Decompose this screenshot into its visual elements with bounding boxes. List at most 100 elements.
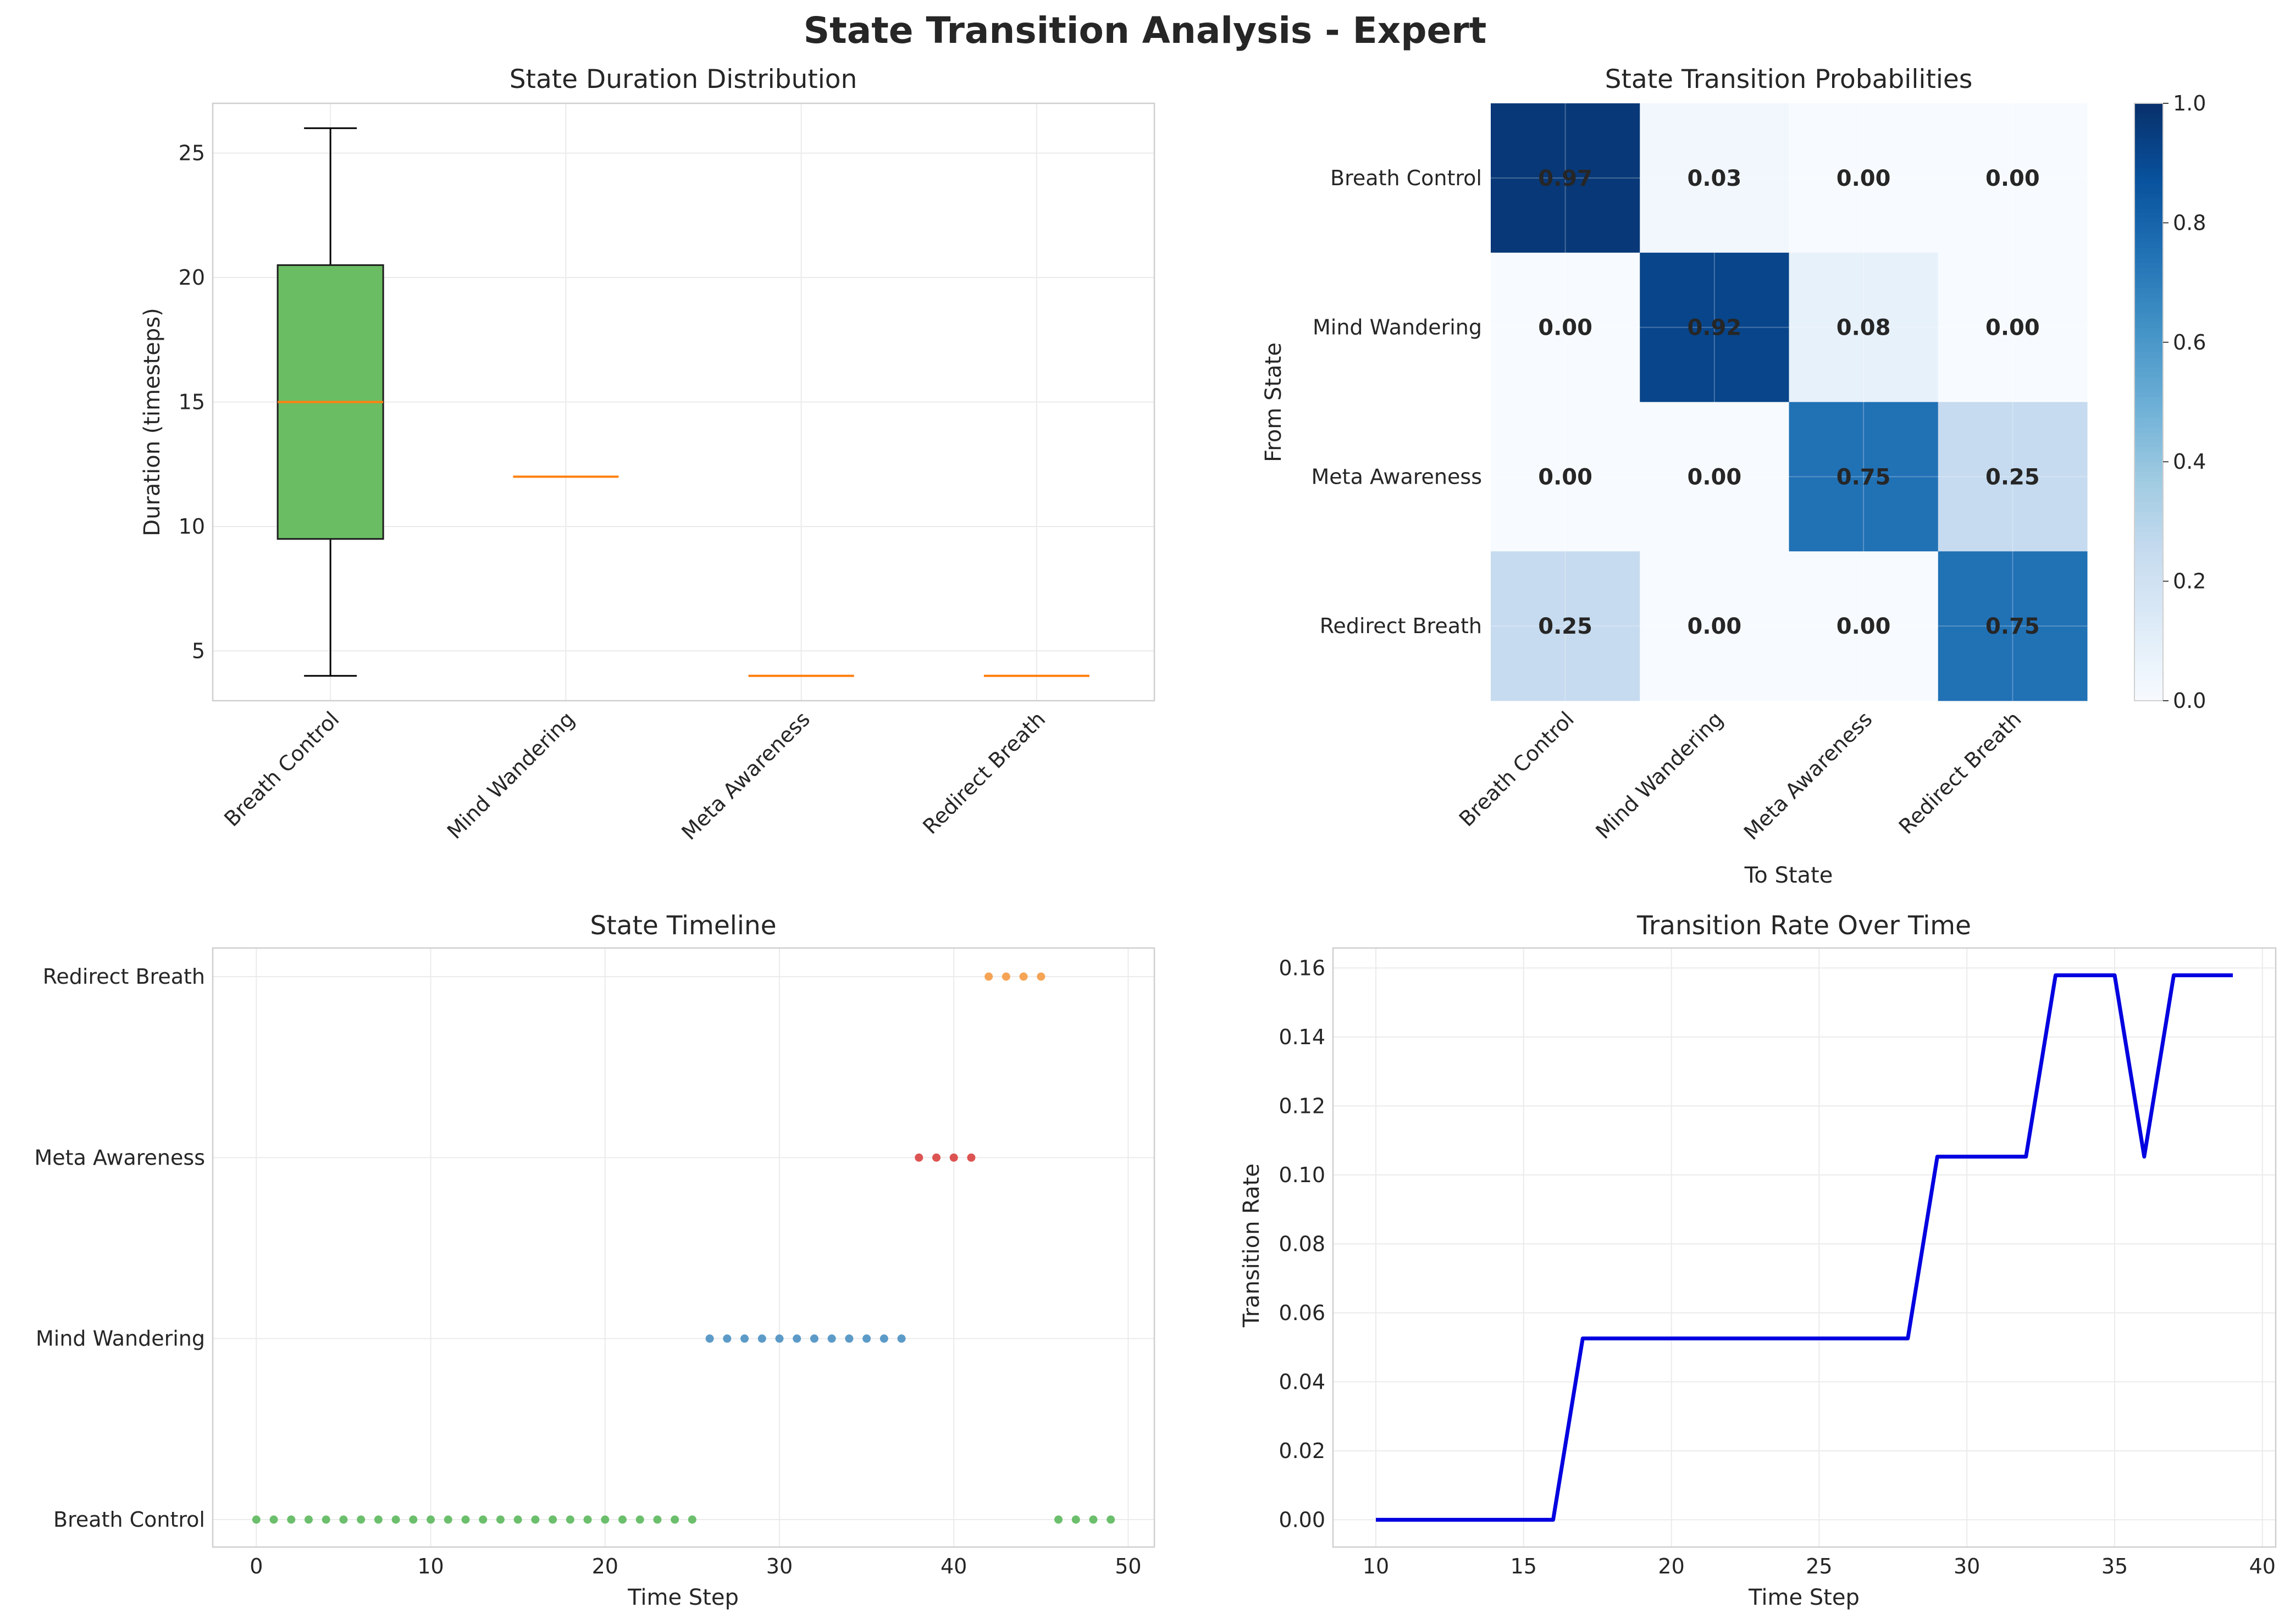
timeline-point <box>583 1515 592 1524</box>
timeline-point <box>635 1515 644 1524</box>
colorbar-segment <box>2134 242 2163 248</box>
ytick-label: 5 <box>192 639 205 663</box>
heatmap-cell <box>1640 551 1789 701</box>
heatmap-cell <box>1640 402 1789 552</box>
heatmap-cell <box>1789 551 1939 701</box>
timeline-point <box>1107 1515 1115 1524</box>
colorbar-segment <box>2134 178 2163 184</box>
timeline-title: State Timeline <box>590 911 776 941</box>
colorbar-segment <box>2134 232 2163 239</box>
colorbar-segment <box>2134 695 2163 701</box>
timeline-point <box>740 1334 749 1343</box>
colorbar-segment <box>2134 228 2163 234</box>
cell-value-label: 0.25 <box>1538 614 1592 639</box>
colorbar-segment <box>2134 113 2163 119</box>
colorbar-segment <box>2134 675 2163 681</box>
colorbar-segment <box>2134 426 2163 433</box>
colorbar-frame <box>2134 103 2164 701</box>
timeline-point <box>810 1334 818 1343</box>
colorbar-segment <box>2134 656 2163 662</box>
cell-value-label: 0.97 <box>1538 166 1592 191</box>
col-label: Meta Awareness <box>1739 707 1877 845</box>
colorbar-segment <box>2134 491 2163 497</box>
rate-xlabel: Time Step <box>1748 1585 1860 1610</box>
colorbar-segment <box>2134 257 2163 263</box>
colorbar-segment <box>2134 267 2163 273</box>
colorbar-segment <box>2134 213 2163 218</box>
timeline-point <box>444 1515 452 1524</box>
heatmap-cell <box>1938 103 2088 253</box>
timeline-point <box>1002 972 1010 981</box>
timeline-xlabel: Time Step <box>627 1585 739 1610</box>
timeline-point <box>932 1153 941 1162</box>
timeline-point <box>915 1153 923 1162</box>
xtick-label: 35 <box>2101 1554 2128 1578</box>
colorbar-tick-label: 0.4 <box>2173 450 2206 474</box>
timeline-point <box>252 1515 261 1524</box>
colorbar-segment <box>2134 262 2163 268</box>
colorbar-segment <box>2134 472 2163 477</box>
ytick-label: 15 <box>179 390 205 414</box>
colorbar-segment <box>2134 302 2163 308</box>
colorbar-segment <box>2134 272 2163 278</box>
cell-value-label: 0.00 <box>1985 315 2040 341</box>
ytick-label: 10 <box>179 514 205 539</box>
boxplot-title: State Duration Distribution <box>510 64 858 95</box>
timeline-point <box>862 1334 871 1343</box>
colorbar-tick-label: 0.6 <box>2173 330 2206 354</box>
colorbar-segment <box>2134 467 2163 472</box>
ytick-label: 0.10 <box>1279 1163 1325 1187</box>
timeline-point <box>496 1515 505 1524</box>
colorbar-segment <box>2134 138 2163 144</box>
colorbar-segment <box>2134 223 2163 229</box>
colorbar-segment <box>2134 481 2163 487</box>
colorbar-segment <box>2134 387 2163 392</box>
timeline-point <box>1089 1515 1098 1524</box>
xtick-label: 30 <box>766 1554 793 1578</box>
cell-value-label: 0.75 <box>1837 464 1891 490</box>
colorbar-segment <box>2134 616 2163 622</box>
state-timeline-panel: State Timeline Time Step 0 10 20 30 40 50 Brea… <box>35 911 1155 1610</box>
cell-value-label: 0.00 <box>1837 614 1891 639</box>
heatmap-cell <box>1789 252 1939 402</box>
timeline-point <box>775 1334 784 1343</box>
xtick-label: 15 <box>1511 1554 1537 1578</box>
colorbar-segment <box>2134 441 2163 447</box>
xtick-label: 40 <box>2249 1554 2276 1578</box>
colorbar-segment <box>2134 457 2163 462</box>
colorbar-segment <box>2134 606 2163 612</box>
colorbar-segment <box>2134 586 2163 592</box>
colorbar-segment <box>2134 546 2163 552</box>
cell-value-label: 0.75 <box>1985 614 2040 639</box>
colorbar-segment <box>2134 496 2163 502</box>
colorbar-segment <box>2134 143 2163 149</box>
timeline-point <box>653 1515 662 1524</box>
colorbar-segment <box>2134 362 2163 368</box>
colorbar-segment <box>2134 103 2163 109</box>
ytick-label: 0.16 <box>1279 956 1325 980</box>
cell-value-label: 0.92 <box>1688 315 1742 341</box>
timeline-point <box>391 1515 400 1524</box>
cell-value-label: 0.00 <box>1688 464 1742 490</box>
colorbar-segment <box>2134 431 2163 437</box>
heatmap-cell <box>1938 402 2088 552</box>
colorbar-segment <box>2134 506 2163 512</box>
timeline-point <box>949 1153 958 1162</box>
colorbar-segment <box>2134 690 2163 696</box>
colorbar-segment <box>2134 402 2163 408</box>
plot-frame <box>1332 947 2277 1548</box>
colorbar-segment <box>2134 397 2163 403</box>
colorbar-segment <box>2134 631 2163 636</box>
colorbar-tick-label: 0.0 <box>2173 689 2206 713</box>
colorbar-segment <box>2134 436 2163 442</box>
timeline-point <box>845 1334 854 1343</box>
xtick-label: Mind Wandering <box>442 707 579 844</box>
ytick-label: 0.12 <box>1279 1094 1325 1118</box>
timeline-point <box>1054 1515 1063 1524</box>
colorbar-segment <box>2134 412 2163 418</box>
heatmap-cell <box>1938 551 2088 701</box>
cell-value-label: 0.00 <box>1837 166 1891 191</box>
ytick-label: Meta Awareness <box>35 1145 205 1169</box>
rate-ylabel: Transition Rate <box>1239 1163 1264 1328</box>
heatmap-cell <box>1491 551 1640 701</box>
